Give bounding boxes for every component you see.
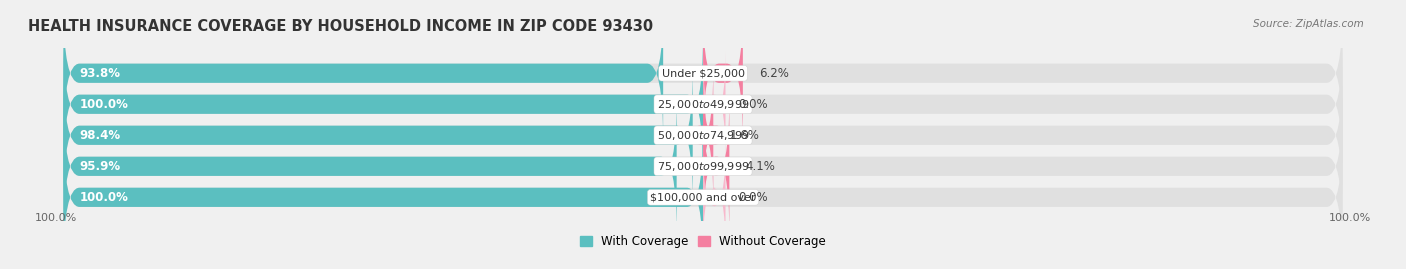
Text: Source: ZipAtlas.com: Source: ZipAtlas.com [1253, 19, 1364, 29]
FancyBboxPatch shape [63, 98, 1343, 234]
Text: $50,000 to $74,999: $50,000 to $74,999 [657, 129, 749, 142]
Text: $25,000 to $49,999: $25,000 to $49,999 [657, 98, 749, 111]
FancyBboxPatch shape [63, 5, 664, 141]
FancyBboxPatch shape [63, 36, 703, 172]
FancyBboxPatch shape [703, 98, 730, 234]
FancyBboxPatch shape [697, 67, 718, 203]
Text: 100.0%: 100.0% [80, 191, 128, 204]
Text: 100.0%: 100.0% [80, 98, 128, 111]
Text: HEALTH INSURANCE COVERAGE BY HOUSEHOLD INCOME IN ZIP CODE 93430: HEALTH INSURANCE COVERAGE BY HOUSEHOLD I… [28, 19, 654, 34]
FancyBboxPatch shape [63, 36, 1343, 172]
Text: 100.0%: 100.0% [1329, 213, 1371, 224]
FancyBboxPatch shape [703, 145, 725, 250]
Text: 100.0%: 100.0% [35, 213, 77, 224]
Text: 4.1%: 4.1% [745, 160, 775, 173]
FancyBboxPatch shape [63, 67, 693, 203]
Text: 0.0%: 0.0% [738, 98, 768, 111]
Text: $75,000 to $99,999: $75,000 to $99,999 [657, 160, 749, 173]
FancyBboxPatch shape [703, 52, 725, 157]
Text: $100,000 and over: $100,000 and over [650, 192, 756, 202]
FancyBboxPatch shape [63, 98, 676, 234]
Text: 98.4%: 98.4% [80, 129, 121, 142]
FancyBboxPatch shape [63, 5, 1343, 141]
Text: 93.8%: 93.8% [80, 67, 121, 80]
FancyBboxPatch shape [703, 5, 742, 141]
Text: 6.2%: 6.2% [759, 67, 789, 80]
Text: 1.6%: 1.6% [730, 129, 759, 142]
FancyBboxPatch shape [63, 67, 1343, 203]
Text: Under $25,000: Under $25,000 [661, 68, 745, 78]
FancyBboxPatch shape [63, 129, 703, 265]
Text: 0.0%: 0.0% [738, 191, 768, 204]
FancyBboxPatch shape [63, 129, 1343, 265]
Legend: With Coverage, Without Coverage: With Coverage, Without Coverage [575, 230, 831, 253]
Text: 95.9%: 95.9% [80, 160, 121, 173]
